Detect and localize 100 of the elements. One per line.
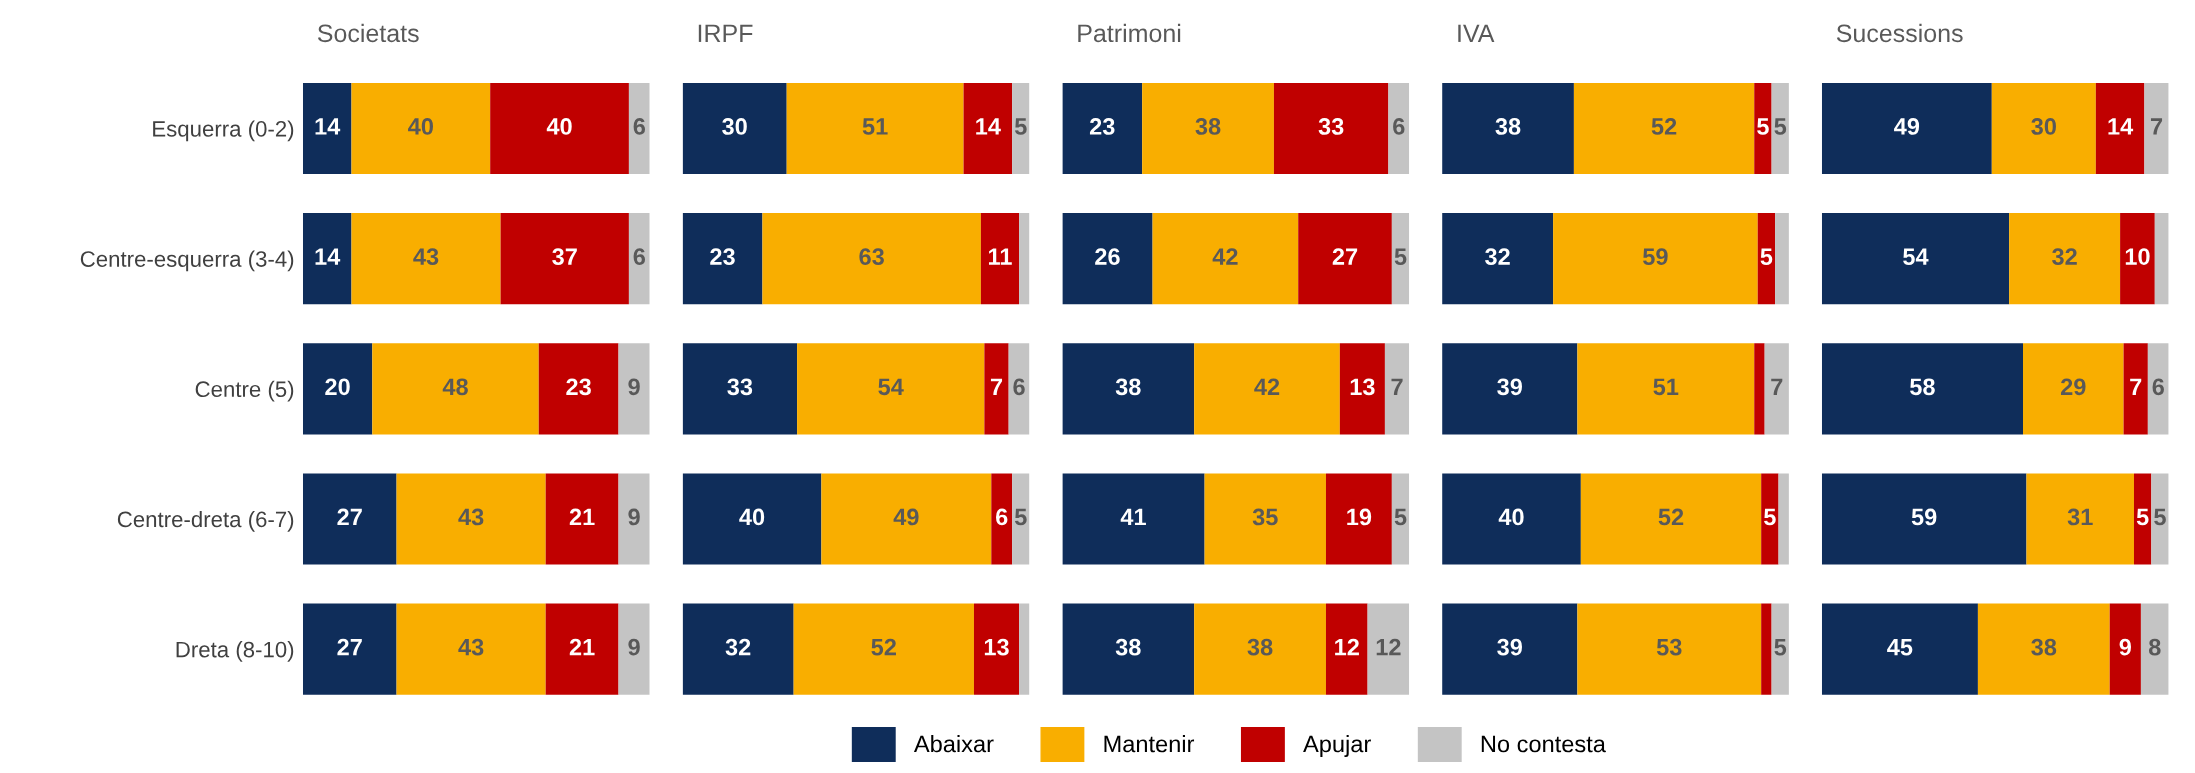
- bar: [1991, 82, 2096, 175]
- bar: [1442, 473, 1581, 565]
- data-label: 20: [325, 378, 350, 396]
- bar: [1442, 82, 1574, 175]
- chart-title: Patrimoni: [1078, 23, 1181, 43]
- bar: [1325, 473, 1392, 565]
- bar: [1761, 473, 1779, 565]
- data-label: 23: [566, 378, 591, 396]
- data-label: 6: [633, 248, 646, 265]
- data-label: 27: [1332, 248, 1358, 265]
- bar: [545, 473, 619, 565]
- data-label: 7: [2130, 378, 2142, 395]
- bar: [2026, 473, 2134, 565]
- bar: [1821, 213, 2010, 305]
- bar: [991, 473, 1013, 565]
- bar: [351, 213, 501, 305]
- bar: [2009, 213, 2121, 305]
- data-label: 21: [569, 638, 595, 656]
- data-label: 13: [984, 638, 1009, 656]
- data-label: 39: [1497, 378, 1522, 396]
- data-label: 21: [569, 508, 595, 526]
- bar: [682, 82, 787, 175]
- y-tick-label: Centre-esquerra (3-4): [80, 250, 294, 272]
- bar: [1152, 213, 1299, 305]
- bar: [1754, 82, 1772, 175]
- bar: [302, 603, 397, 695]
- data-label: 7: [1391, 378, 1403, 395]
- bar: [682, 603, 794, 695]
- bar: [1757, 213, 1776, 305]
- data-label: 40: [739, 508, 765, 526]
- bar: [2140, 603, 2169, 695]
- bar: [1573, 82, 1755, 175]
- bar: [1442, 603, 1578, 695]
- data-label: 38: [1115, 638, 1141, 656]
- bar: [1298, 213, 1392, 305]
- data-label: 9: [628, 378, 640, 396]
- data-label: 26: [1095, 248, 1120, 265]
- data-label: 5: [2154, 508, 2166, 526]
- data-label: 38: [2031, 638, 2057, 656]
- data-label: 59: [1643, 248, 1668, 265]
- data-label: 5: [2136, 508, 2149, 526]
- data-label: 35: [1252, 508, 1278, 526]
- bar: [490, 82, 629, 175]
- data-label: 9: [628, 638, 640, 656]
- data-label: 5: [1014, 118, 1027, 135]
- data-label: 5: [1764, 508, 1776, 526]
- bar: [1019, 213, 1030, 305]
- data-label: 42: [1254, 378, 1280, 395]
- legend-label: Apujar: [1303, 734, 1371, 757]
- data-label: 13: [1350, 378, 1375, 396]
- data-label: 45: [1887, 639, 1913, 656]
- data-label: 9: [2119, 638, 2131, 656]
- data-label: 32: [2052, 248, 2077, 266]
- data-label: 43: [413, 248, 439, 266]
- data-label: 14: [315, 118, 341, 135]
- bar: [963, 82, 1013, 175]
- bar: [2133, 473, 2152, 565]
- data-label: 7: [2150, 118, 2163, 135]
- data-label: 53: [1656, 638, 1682, 656]
- data-label: 12: [1335, 638, 1359, 656]
- data-label: 32: [1485, 248, 1510, 266]
- bar: [1142, 82, 1274, 175]
- bar: [1062, 473, 1205, 565]
- bar: [1273, 82, 1389, 175]
- data-label: 38: [1247, 638, 1273, 656]
- data-label: 48: [442, 378, 468, 396]
- bar: [1325, 603, 1368, 695]
- data-label: 29: [2060, 378, 2086, 396]
- bar: [1062, 82, 1143, 175]
- bar: [1062, 213, 1153, 305]
- bar: [545, 603, 619, 695]
- data-label: 38: [1195, 118, 1221, 135]
- bar: [2147, 343, 2169, 435]
- data-label: 33: [1318, 118, 1344, 135]
- bar: [1821, 473, 2027, 565]
- data-label: 6: [1393, 118, 1405, 135]
- bar: [1442, 343, 1578, 435]
- data-label: 38: [1495, 118, 1521, 135]
- data-label: 5: [1760, 248, 1773, 265]
- data-label: 32: [725, 638, 751, 656]
- bar: [1775, 213, 1789, 305]
- data-label: 6: [2152, 378, 2164, 396]
- bar: [302, 213, 352, 305]
- data-label: 5: [1757, 118, 1769, 135]
- data-label: 49: [893, 508, 919, 526]
- legend-label: No contesta: [1481, 735, 1606, 753]
- data-label: 27: [337, 508, 362, 526]
- bar: [1821, 603, 1978, 695]
- data-label: 5: [1394, 508, 1407, 526]
- bar: [2144, 82, 2169, 175]
- chart-title: IVA: [1458, 24, 1495, 42]
- bar: [762, 213, 981, 305]
- legend-label: Abaixar: [913, 734, 994, 753]
- bar: [1754, 343, 1765, 435]
- bar: [682, 343, 798, 435]
- data-label: 10: [2125, 248, 2150, 265]
- bar: [973, 603, 1020, 695]
- bar: [821, 473, 992, 565]
- bar: [628, 82, 650, 175]
- data-label: 54: [1903, 248, 1929, 265]
